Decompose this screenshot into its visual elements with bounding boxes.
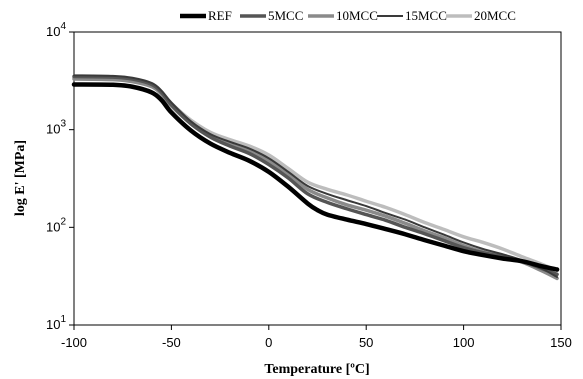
y-tick-label: 102: [46, 216, 66, 234]
legend-label: 15MCC: [405, 8, 447, 23]
series-line-5mcc: [72, 74, 559, 277]
y-axis-ticks: 101 102 103 104: [46, 21, 74, 332]
x-tick-label: -50: [162, 335, 181, 350]
legend: REF 5MCC 10MCC 15MCC 20MCC: [180, 8, 516, 23]
x-tick-label: 50: [359, 335, 373, 350]
series-line-ref: [71, 82, 560, 272]
plot-area-frame: [73, 31, 562, 326]
series-line-20mcc: [72, 76, 559, 273]
legend-label: 20MCC: [474, 8, 516, 23]
x-axis-title: Temperature [ºC]: [264, 362, 369, 377]
x-tick-label: 100: [453, 335, 475, 350]
series-line-15mcc: [73, 74, 559, 279]
y-tick-label: 101: [46, 314, 66, 332]
legend-label: 10MCC: [336, 8, 378, 23]
x-axis-ticks: -100 -50 0 50 100 150: [61, 325, 572, 350]
legend-label: REF: [208, 8, 232, 23]
x-tick-label: 150: [550, 335, 572, 350]
y-tick-label: 103: [46, 119, 66, 137]
series-layer: [71, 74, 560, 281]
y-axis-title: log E' [MPa]: [13, 140, 28, 216]
y-tick-label: 104: [46, 21, 66, 39]
x-tick-label: -100: [61, 335, 87, 350]
x-tick-label: 0: [265, 335, 272, 350]
legend-label: 5MCC: [268, 8, 303, 23]
